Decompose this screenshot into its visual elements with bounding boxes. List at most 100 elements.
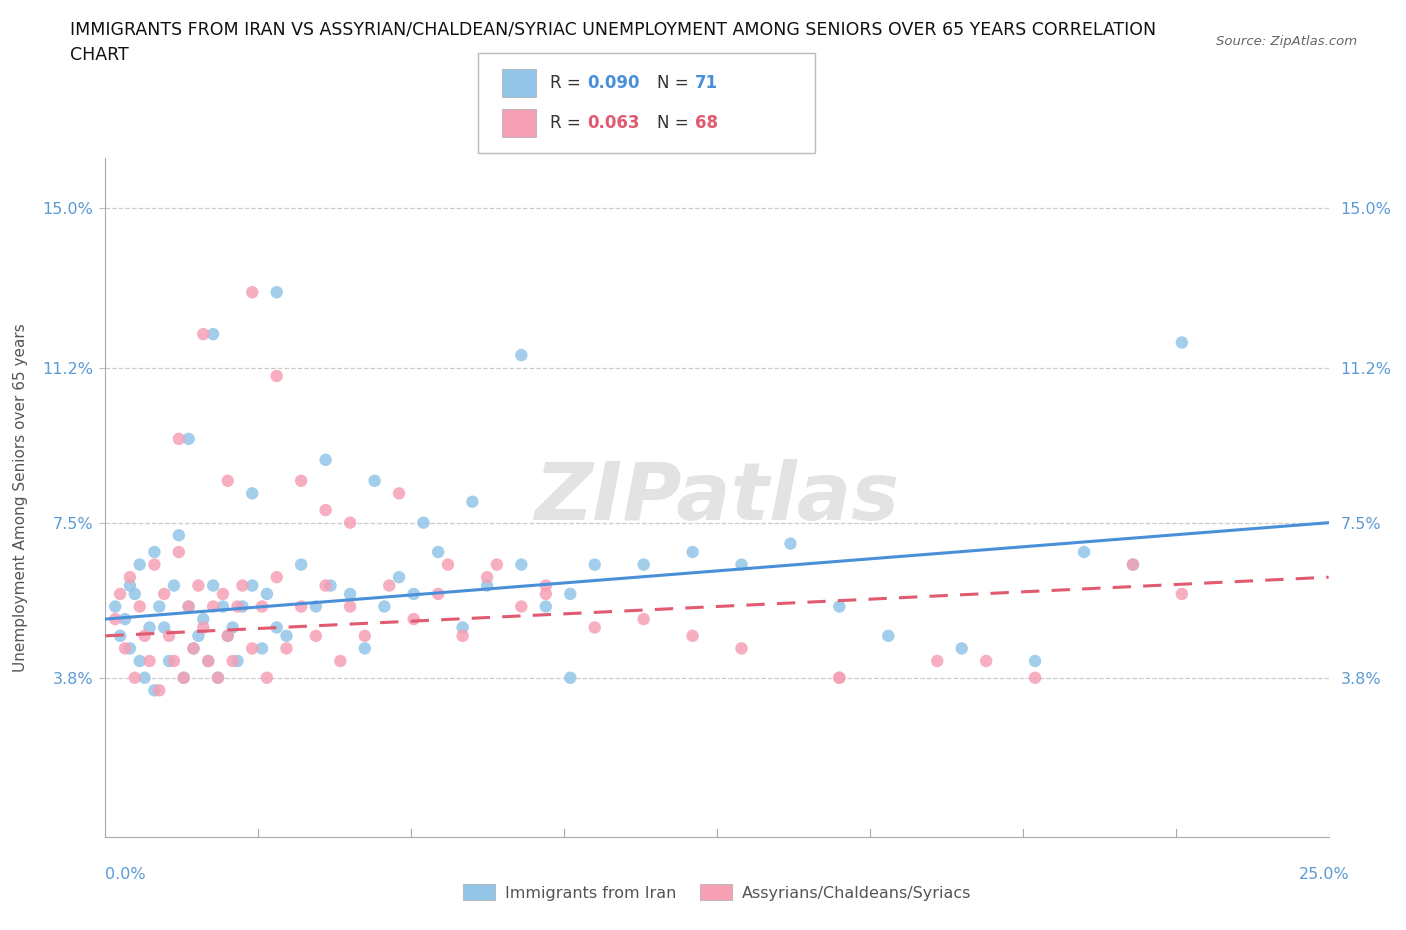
Point (276, 629, 298, 644)
Point (510, 348, 533, 363)
Point (114, 641, 136, 656)
Point (157, 629, 180, 644)
Point (153, 587, 176, 602)
Point (974, 654, 997, 669)
Point (153, 620, 176, 635)
Point (451, 620, 474, 635)
Point (128, 654, 150, 669)
Point (250, 599, 273, 614)
Point (339, 515, 361, 530)
Point (240, 578, 263, 593)
Point (138, 620, 160, 635)
Point (1171, 587, 1194, 602)
Point (250, 641, 273, 656)
Point (202, 326, 225, 341)
Point (266, 285, 288, 299)
Point (240, 285, 263, 299)
Point (202, 578, 225, 593)
Point (373, 599, 395, 614)
Point (560, 671, 582, 685)
Point (167, 545, 190, 560)
Point (134, 671, 156, 685)
Point (212, 587, 235, 602)
Point (148, 599, 170, 614)
Point (290, 557, 312, 572)
Point (193, 612, 215, 627)
Point (305, 629, 328, 644)
Point (451, 629, 474, 644)
Point (1122, 557, 1144, 572)
Point (363, 473, 385, 488)
Point (461, 495, 484, 510)
Point (183, 641, 205, 656)
Y-axis label: Unemployment Among Seniors over 65 years: Unemployment Among Seniors over 65 years (13, 324, 28, 671)
Legend: Immigrants from Iran, Assyrians/Chaldeans/Syriacs: Immigrants from Iran, Assyrians/Chaldean… (457, 878, 977, 907)
Point (231, 578, 253, 593)
Point (148, 683, 170, 698)
Point (427, 587, 450, 602)
Point (240, 485, 263, 500)
Point (177, 432, 200, 446)
Text: 25.0%: 25.0% (1299, 867, 1350, 882)
Point (1024, 671, 1046, 685)
Point (134, 629, 156, 644)
Point (193, 620, 215, 635)
Point (305, 599, 328, 614)
Point (167, 528, 190, 543)
Point (163, 654, 186, 669)
Point (682, 629, 704, 644)
Point (104, 612, 127, 627)
Point (315, 503, 337, 518)
Point (290, 599, 312, 614)
Point (402, 612, 425, 627)
Point (118, 570, 141, 585)
Point (475, 570, 498, 585)
Point (266, 368, 288, 383)
Text: 0.0%: 0.0% (105, 867, 146, 882)
Point (730, 641, 752, 656)
Point (202, 599, 225, 614)
Point (1122, 557, 1144, 572)
Point (534, 578, 557, 593)
Point (217, 473, 239, 488)
Point (378, 578, 401, 593)
Point (266, 620, 288, 635)
Text: IMMIGRANTS FROM IRAN VS ASSYRIAN/CHALDEAN/SYRIAC UNEMPLOYMENT AMONG SENIORS OVER: IMMIGRANTS FROM IRAN VS ASSYRIAN/CHALDEA… (70, 20, 1156, 38)
Point (633, 612, 655, 627)
Point (475, 578, 498, 593)
Point (104, 599, 127, 614)
Text: 0.063: 0.063 (588, 114, 640, 132)
Point (1024, 654, 1046, 669)
Text: 71: 71 (695, 74, 717, 92)
Text: R =: R = (550, 74, 586, 92)
Point (217, 629, 239, 644)
Text: N =: N = (657, 114, 693, 132)
Point (828, 671, 851, 685)
Point (118, 641, 141, 656)
Point (276, 641, 298, 656)
Point (187, 578, 209, 593)
Point (560, 587, 582, 602)
Point (485, 557, 508, 572)
Point (193, 326, 215, 341)
Point (183, 641, 205, 656)
Text: N =: N = (657, 74, 693, 92)
Point (177, 599, 200, 614)
Point (427, 545, 450, 560)
Point (212, 599, 235, 614)
Point (950, 641, 973, 656)
Point (197, 654, 219, 669)
Point (339, 587, 361, 602)
Point (828, 671, 851, 685)
Point (877, 629, 900, 644)
Point (290, 473, 312, 488)
Point (1073, 545, 1095, 560)
Point (583, 620, 606, 635)
Point (231, 599, 253, 614)
Point (353, 629, 375, 644)
Point (143, 557, 166, 572)
Point (510, 599, 533, 614)
Text: ZIPatlas: ZIPatlas (534, 458, 900, 537)
Point (108, 587, 131, 602)
Point (437, 557, 460, 572)
